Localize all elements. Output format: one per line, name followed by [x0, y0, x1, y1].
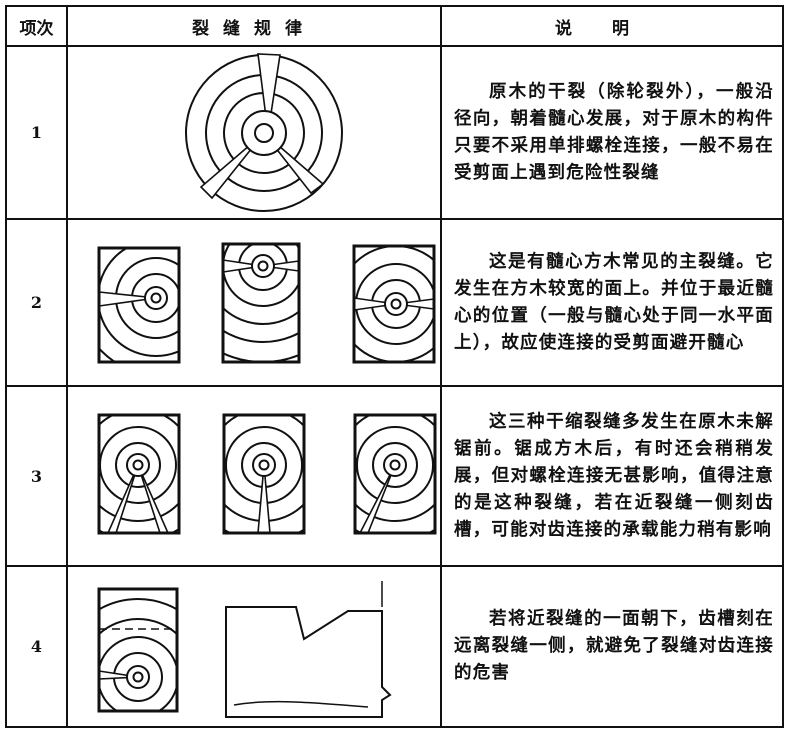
crack: [223, 259, 264, 273]
growth-ring: [223, 306, 299, 325]
pith-ring: [144, 286, 168, 310]
header-item: 项次: [5, 5, 68, 47]
pith: [254, 123, 274, 143]
wood-section: [355, 415, 435, 533]
diagram-cell: [66, 565, 442, 728]
section-outline: [97, 413, 181, 535]
crack: [262, 260, 299, 272]
diagram: [97, 413, 437, 535]
crack: [354, 297, 397, 311]
header-pattern: 裂缝规律: [66, 5, 442, 47]
pith: [258, 459, 270, 471]
header-note: 说明: [440, 5, 784, 47]
diagram: [185, 53, 343, 212]
row: 2 这是有髓心方木常见的主裂缝。它发生在方木较宽的面上。并位于最近髓心的位置（一…: [5, 218, 784, 387]
growth-ring: [372, 442, 418, 488]
row: 4 若将近裂缝的一面朝下，齿槽刻在远离裂缝一侧，就避免了裂缝对齿连接的危害: [5, 565, 784, 728]
wood-section: [224, 415, 304, 533]
section-outline: [222, 413, 306, 535]
diagram: [97, 242, 436, 364]
item-number: 4: [5, 565, 68, 728]
growth-ring: [99, 618, 177, 636]
pith-ring: [251, 254, 275, 278]
crack-line: [233, 700, 369, 708]
growth-ring: [223, 329, 299, 343]
pith-ring: [126, 453, 150, 477]
crack: [359, 464, 396, 533]
item-number: 3: [5, 385, 68, 567]
pith: [390, 298, 402, 310]
section-outline: [97, 246, 181, 364]
crack: [257, 464, 271, 533]
crack: [99, 291, 157, 307]
pith-ring: [384, 292, 408, 316]
crack: [395, 298, 434, 310]
growth-ring: [99, 248, 179, 357]
growth-ring: [355, 415, 435, 522]
item-number: 2: [5, 218, 68, 387]
pith-ring: [383, 453, 407, 477]
growth-ring: [99, 415, 179, 522]
pith: [257, 260, 269, 272]
pith: [389, 459, 401, 471]
diagram: [97, 581, 392, 718]
growth-ring: [223, 244, 299, 307]
growth-ring: [241, 110, 287, 156]
diagram-cell: [66, 385, 442, 567]
growth-ring: [115, 442, 161, 488]
crack: [107, 464, 139, 533]
pith: [132, 671, 144, 683]
description: 若将近裂缝的一面朝下，齿槽刻在远离裂缝一侧，就避免了裂缝对齿连接的危害: [440, 565, 784, 728]
pith-ring: [252, 453, 276, 477]
description: 原木的干裂（除轮裂外），一般沿径向，朝着髓心发展，对于原木的构件只要不采用单排螺…: [440, 45, 784, 220]
growth-ring: [99, 636, 177, 711]
row: 1 原木的干裂（除轮裂外），一般沿径向，朝着髓心发展，对于原木的构件只要不采用单…: [5, 45, 784, 220]
diagram-cell: [66, 45, 442, 220]
section-outline: [352, 244, 436, 364]
wood-section: [354, 246, 434, 362]
section-outline: [353, 413, 437, 535]
pith-ring: [126, 665, 150, 689]
diagram-cell: [66, 218, 442, 387]
wood-section: [99, 415, 179, 533]
beam-outline: [225, 606, 392, 718]
wood-section: [99, 598, 177, 711]
crack: [137, 464, 169, 533]
pith: [150, 292, 162, 304]
crack-table: 项次 裂缝规律 说明 1 原木的干裂（除轮裂外），一般沿径向，朝着髓心发展，对于…: [5, 5, 784, 728]
section-outline: [97, 587, 179, 713]
section-outline: [221, 242, 301, 364]
growth-ring: [356, 426, 434, 504]
header-row: 项次 裂缝规律 说明: [5, 5, 784, 47]
item-number: 1: [5, 45, 68, 220]
growth-ring: [99, 598, 177, 611]
description: 这三种干缩裂缝多发生在原木未解锯前。锯成方木后，有时还会稍稍发展，但对螺栓连接无…: [440, 385, 784, 567]
row: 3 这三种干缩裂缝多发生在原木未解锯前。锯成方木后，有时还会稍稍发展，但对螺栓连…: [5, 385, 784, 567]
description: 这是有髓心方木常见的主裂缝。它发生在方木较宽的面上。并位于最近髓心的位置（一般与…: [440, 218, 784, 387]
pith: [132, 459, 144, 471]
wood-section: [223, 244, 299, 362]
wood-section: [99, 248, 179, 362]
crack: [257, 53, 281, 134]
